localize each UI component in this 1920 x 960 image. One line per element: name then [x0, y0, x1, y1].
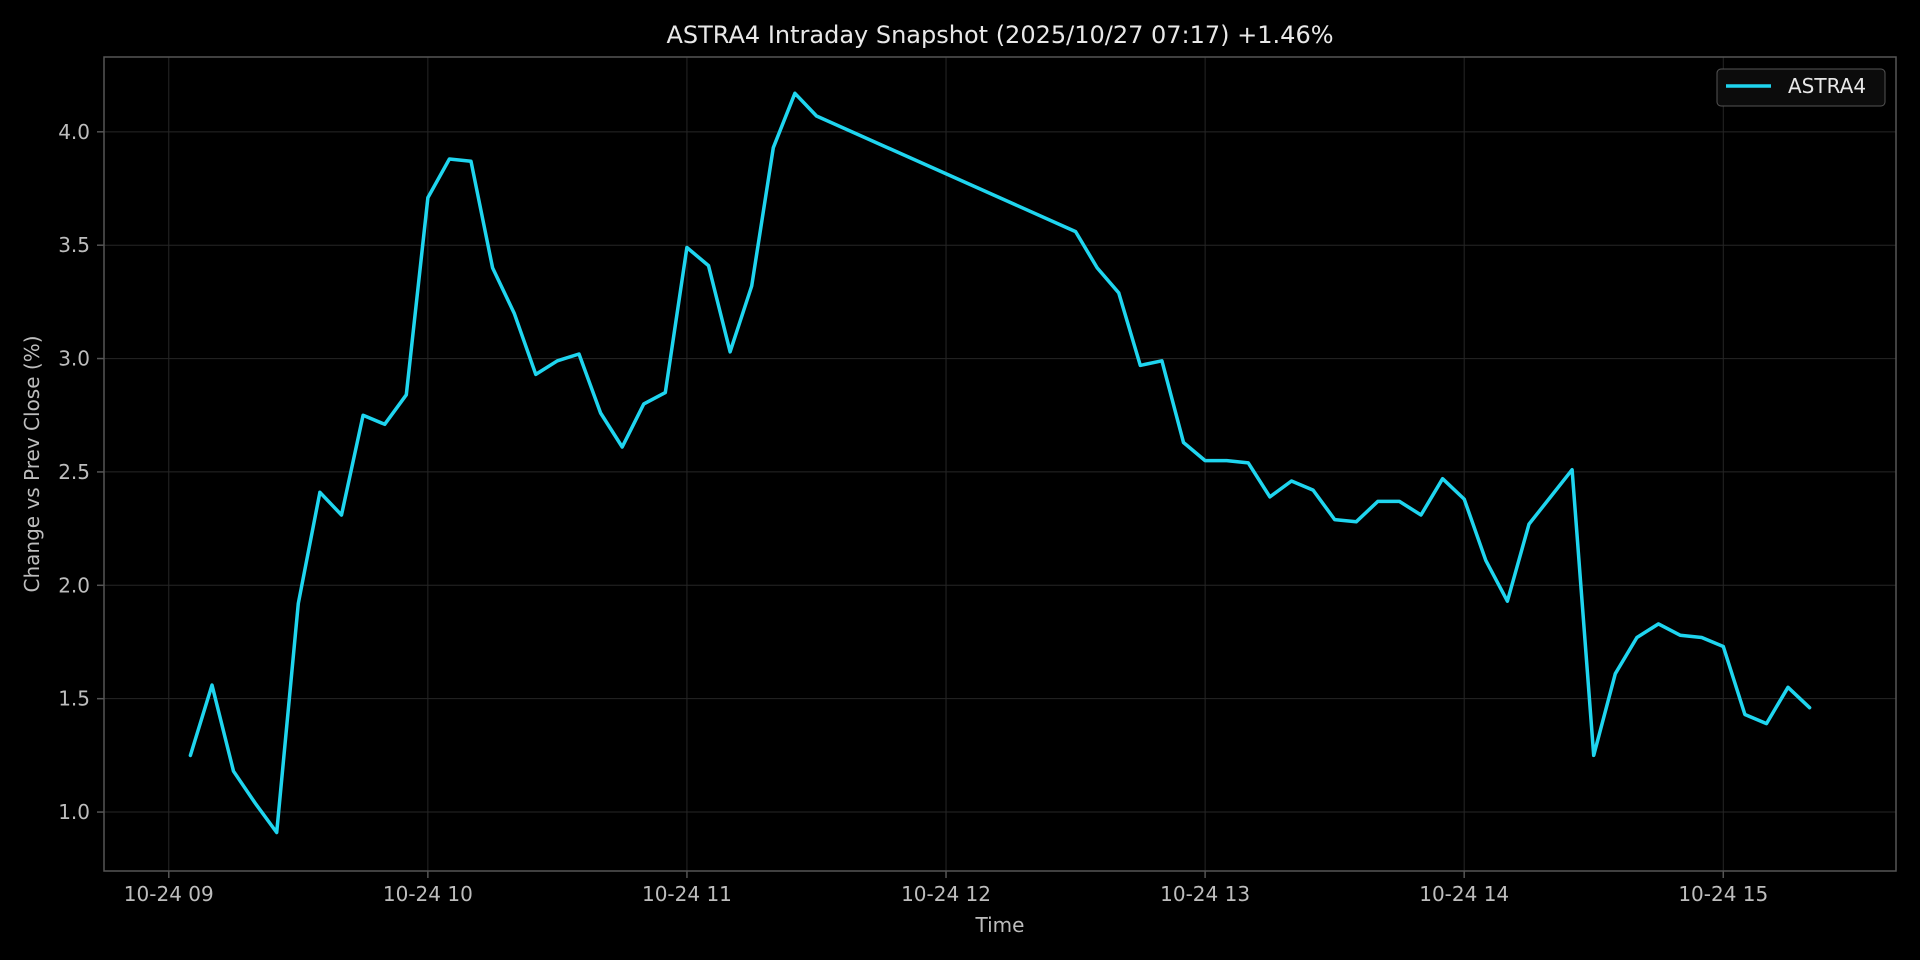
y-tick-label: 3.5 — [58, 233, 90, 257]
series-layer — [188, 91, 1812, 835]
y-tick-label: 3.0 — [58, 347, 90, 371]
y-tick-label: 2.5 — [58, 460, 90, 484]
x-tick-label: 10-24 13 — [1160, 882, 1250, 906]
x-tick-label: 10-24 12 — [901, 882, 991, 906]
x-tick-label: 10-24 09 — [124, 882, 214, 906]
y-tick-label: 4.0 — [58, 120, 90, 144]
grid-lines — [104, 57, 1896, 871]
legend-box — [1716, 68, 1886, 107]
y-tick-label: 2.0 — [58, 573, 90, 597]
axis-ticks: 10-24 09 10-24 10 10-24 11 10-24 12 10-24 13… — [58, 120, 1768, 906]
x-tick-label: 10-24 14 — [1419, 882, 1509, 906]
x-axis-label: Time — [975, 913, 1025, 937]
x-tick-label: 10-24 15 — [1678, 882, 1768, 906]
y-tick-label: 1.0 — [58, 800, 90, 824]
y-axis-label: Change vs Prev Close (%) — [20, 336, 44, 593]
y-tick-label: 1.5 — [58, 687, 90, 711]
legend: ASTRA4 — [1716, 68, 1886, 107]
chart-title: ASTRA4 Intraday Snapshot (2025/10/27 07:… — [666, 21, 1333, 49]
legend-label-astra4: ASTRA4 — [1788, 74, 1866, 98]
series-line-astra4 — [188, 91, 1812, 835]
x-tick-label: 10-24 10 — [383, 882, 473, 906]
x-tick-label: 10-24 11 — [642, 882, 732, 906]
plot-frame — [103, 56, 1897, 872]
